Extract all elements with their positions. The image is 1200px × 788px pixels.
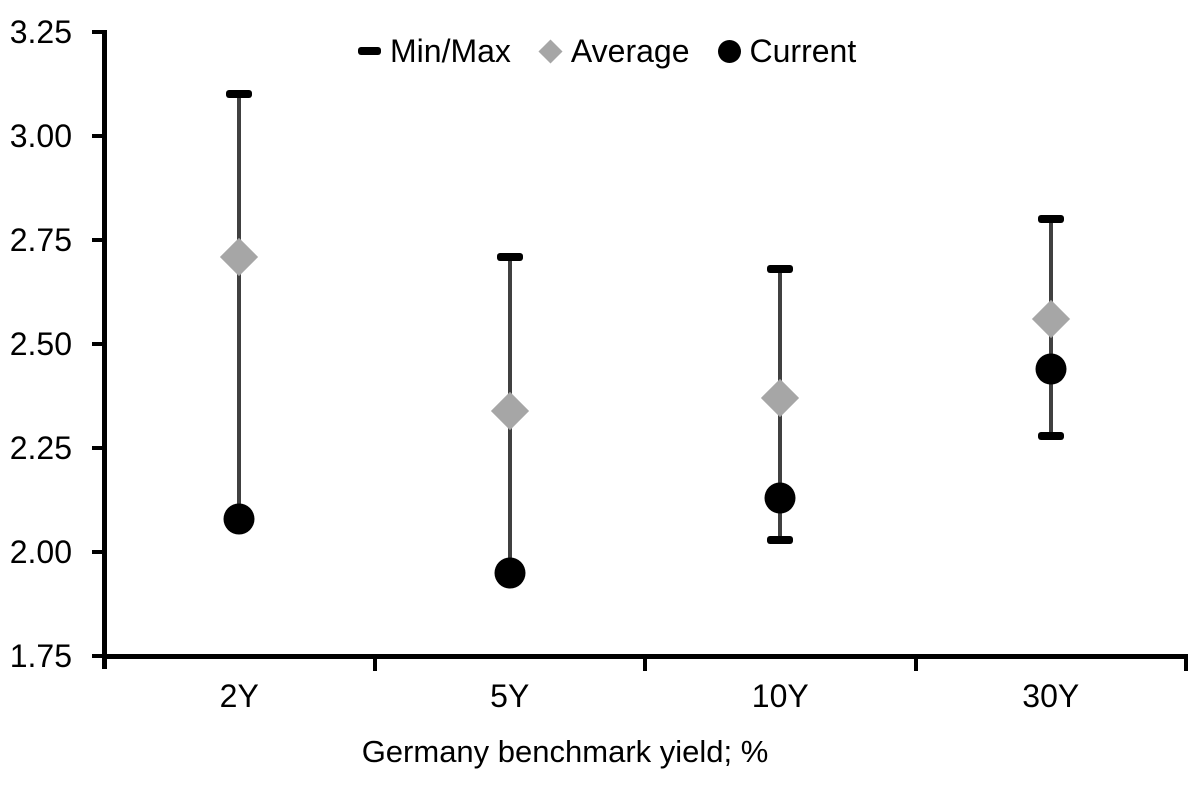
max-cap-marker (496, 252, 523, 261)
y-axis-tick (92, 30, 104, 34)
x-axis-tick (372, 659, 377, 671)
legend-label-average: Average (570, 33, 690, 69)
x-tick-label: 30Y (1022, 678, 1080, 714)
y-tick-label: 2.50 (9, 326, 72, 362)
y-axis-tick (92, 550, 104, 554)
current-circle-marker (223, 503, 255, 535)
min-cap-marker (767, 535, 794, 544)
min-max-range-line (237, 94, 242, 519)
y-tick-label: 3.00 (9, 118, 72, 154)
y-tick-label: 2.25 (9, 430, 72, 466)
current-circle-marker (764, 482, 796, 514)
x-axis-tick (913, 659, 918, 671)
y-axis-tick (92, 342, 104, 346)
y-tick-label: 2.75 (9, 222, 72, 258)
average-diamond-icon (538, 38, 563, 64)
min-cap-marker (1037, 431, 1064, 440)
average-diamond-marker (490, 391, 529, 430)
current-circle-icon (717, 39, 741, 63)
y-axis-tick (92, 134, 104, 138)
y-axis-tick (92, 238, 104, 242)
x-tick-label: 10Y (751, 678, 809, 714)
x-tick-label: 5Y (490, 678, 530, 714)
x-axis-spine (102, 654, 1188, 659)
y-tick-label: 2.00 (9, 534, 72, 570)
x-axis-title: Germany benchmark yield; % (361, 734, 769, 769)
y-axis-spine (102, 30, 107, 669)
x-axis-tick (1184, 659, 1188, 671)
max-cap-marker (767, 265, 794, 274)
minmax-dash-icon (358, 47, 381, 55)
legend-label-minmax: Min/Max (390, 33, 511, 69)
average-diamond-marker (1031, 299, 1070, 339)
y-axis-tick (92, 446, 104, 450)
max-cap-marker (1037, 215, 1064, 224)
current-circle-marker (494, 557, 526, 589)
chart-legend: Min/Max Average Current (358, 30, 856, 72)
y-tick-label: 1.75 (9, 638, 72, 674)
current-circle-marker (1035, 353, 1067, 385)
average-diamond-marker (761, 378, 800, 418)
legend-item-current: Current (717, 33, 857, 69)
x-tick-label: 2Y (219, 678, 259, 714)
y-axis-tick (92, 654, 104, 658)
legend-label-current: Current (749, 33, 857, 69)
legend-item-average: Average (538, 33, 690, 69)
x-axis-tick (643, 659, 647, 671)
average-diamond-marker (220, 237, 259, 276)
legend-item-minmax: Min/Max (358, 35, 511, 67)
max-cap-marker (226, 90, 253, 99)
y-tick-label: 3.25 (9, 14, 72, 50)
